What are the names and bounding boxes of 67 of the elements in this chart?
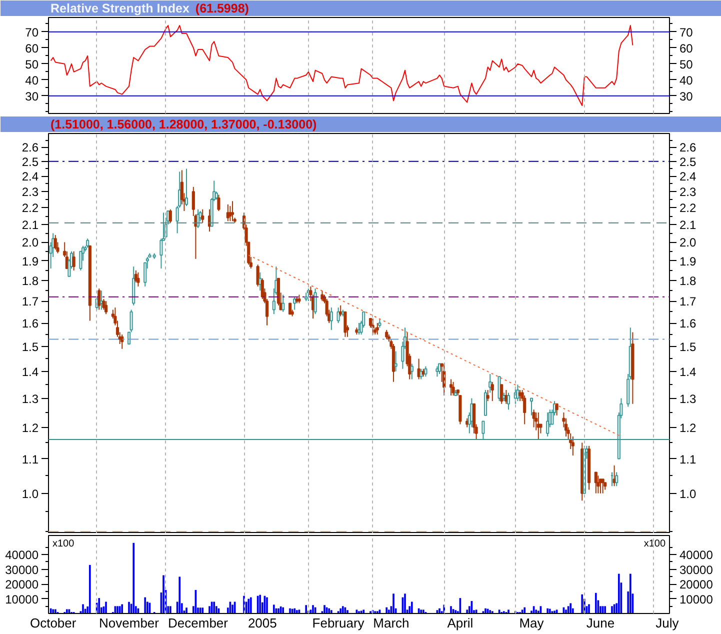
y-tick-label: 2.1: [22, 218, 39, 232]
y2-tick-label: 20000: [680, 578, 714, 592]
y-tick-label: 1.4: [22, 364, 39, 379]
y-tick-label: 1.8: [22, 274, 39, 288]
y-tick-label: 40: [25, 73, 39, 88]
x-tick-label: July: [656, 616, 680, 630]
text: 2.4: [680, 170, 696, 184]
y-tick-label: 2.4: [22, 170, 39, 184]
y-tick-label: 60: [25, 41, 39, 56]
y-tick-label: 30: [25, 89, 39, 104]
text: 2.3: [680, 185, 696, 200]
x-tick-label: May: [519, 616, 544, 630]
y2-tick-label: 30: [680, 89, 694, 104]
y-tick-label: 2.0: [22, 236, 39, 250]
y-tick-label: 70: [25, 25, 39, 40]
y2-tick-label: 30000: [680, 562, 714, 577]
text: 1.5: [680, 340, 696, 354]
text: 1.0: [680, 486, 696, 501]
text: 2.0: [680, 236, 696, 250]
x-tick-label: March: [373, 616, 410, 630]
text: 1.3: [680, 392, 696, 406]
text: 2.2: [680, 201, 696, 216]
text: 1.8: [680, 274, 696, 288]
text: 2.6: [680, 140, 696, 155]
chart-subtitle: (61.5998): [195, 2, 249, 16]
y-axis-title: x100: [52, 538, 75, 550]
y2-tick-label: 70: [680, 25, 694, 40]
y-tick-label: 1.9: [22, 254, 39, 268]
y-tick-label: 10000: [5, 592, 39, 606]
chart-title: Relative Strength Index: [50, 2, 190, 16]
y-tick-label: 2.5: [22, 154, 39, 169]
y-tick-label: 30000: [5, 562, 39, 577]
y-tick-label: 1.5: [22, 340, 39, 354]
y-tick-label: 2.2: [22, 201, 39, 216]
chart-subtitle: (1.51000, 1.56000, 1.28000, 1.37000, -0.13000): [50, 118, 317, 132]
x-tick-label: June: [586, 616, 615, 630]
y-tick-label: 1.7: [22, 294, 39, 309]
y-tick-label: 50: [25, 57, 39, 72]
x-tick-label: November: [99, 616, 160, 630]
text: 1.9: [680, 254, 696, 268]
text: 1.6: [680, 316, 696, 331]
y2-axis-title: x100: [644, 538, 666, 550]
y2-tick-label: 60: [680, 41, 694, 56]
text: 2.1: [680, 218, 696, 232]
y2-tick-label: 50: [680, 57, 694, 72]
y2-tick-label: 40: [680, 73, 694, 88]
y-tick-label: 40000: [5, 548, 39, 562]
y-tick-label: 1.1: [22, 452, 39, 466]
y-tick-label: 20000: [5, 578, 39, 592]
text: 1.2: [680, 420, 696, 435]
x-tick-label: April: [447, 616, 474, 630]
x-tick-label: October: [30, 616, 77, 630]
y-tick-label: 2.3: [22, 185, 39, 200]
y-tick-label: 1.3: [22, 392, 39, 406]
y2-tick-label: 10000: [680, 592, 714, 606]
y-tick-label: 2.6: [22, 140, 39, 155]
y-tick-label: 1.6: [22, 316, 39, 331]
text: 1.7: [680, 294, 696, 309]
text: 2.5: [680, 154, 696, 169]
x-tick-label: 2005: [248, 616, 277, 630]
text: 1.1: [680, 452, 696, 466]
y-tick-label: 1.2: [22, 420, 39, 435]
text: 1.4: [680, 364, 696, 379]
x-tick-label: December: [168, 616, 229, 630]
x-tick-label: February: [312, 616, 365, 630]
y2-tick-label: 40000: [680, 548, 714, 562]
y-tick-label: 1.0: [22, 486, 39, 501]
